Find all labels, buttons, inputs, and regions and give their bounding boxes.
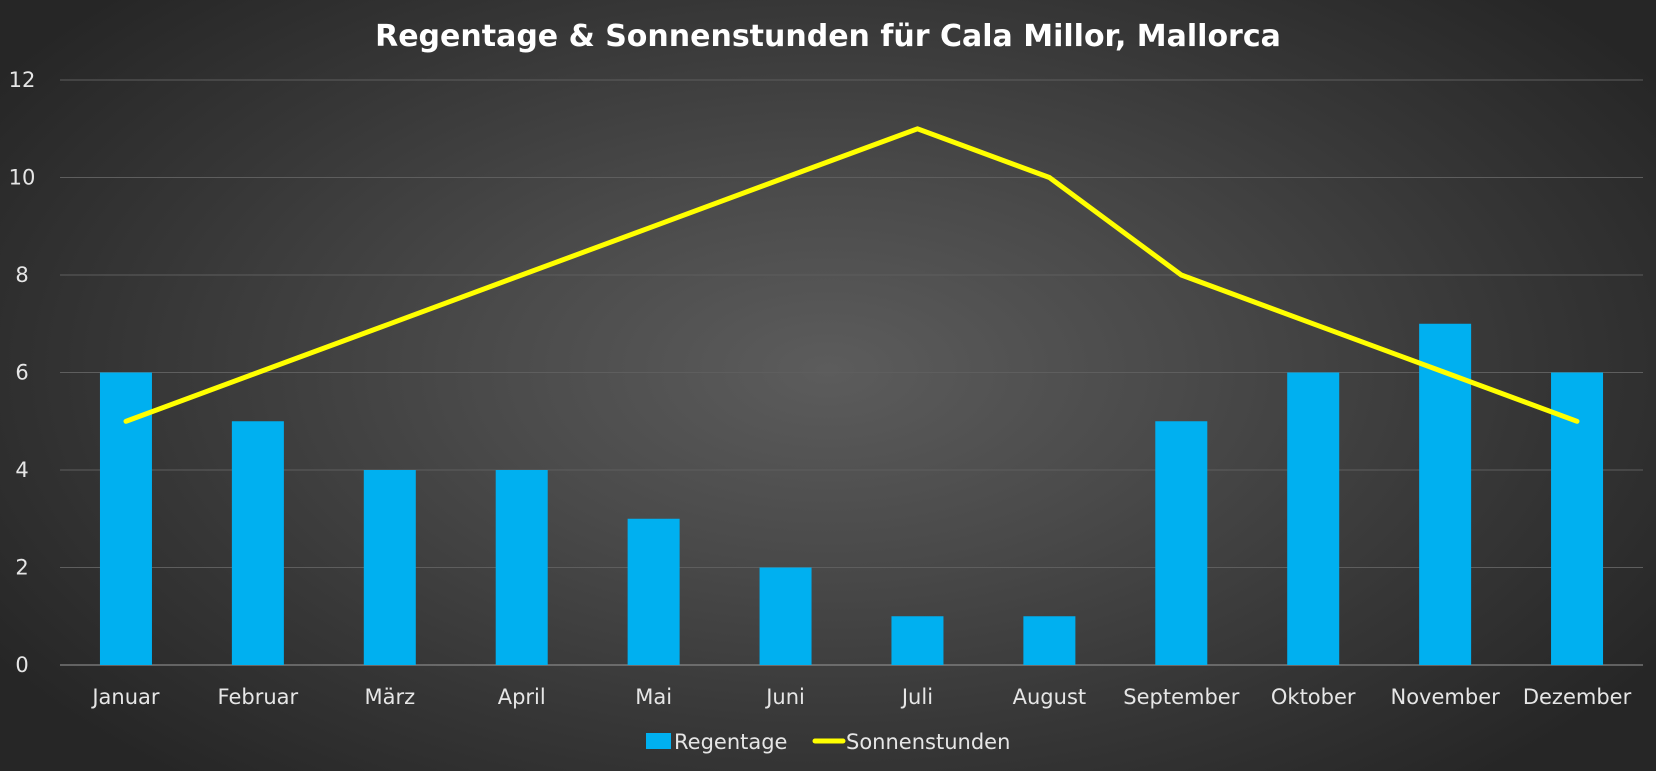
- x-tick-label: Dezember: [1523, 685, 1632, 709]
- y-tick-label: 6: [15, 361, 28, 385]
- x-tick-label: Oktober: [1271, 685, 1356, 709]
- x-tick-label: Juli: [900, 685, 933, 709]
- x-tick-label: März: [364, 685, 415, 709]
- y-tick-label: 0: [15, 653, 28, 677]
- legend-label-regentage: Regentage: [674, 730, 787, 754]
- legend-swatch-regentage: [646, 733, 671, 749]
- bar-regentage: [759, 567, 812, 665]
- legend-label-sonnenstunden: Sonnenstunden: [846, 730, 1010, 754]
- legend: Regentage Sonnenstunden: [646, 730, 1010, 754]
- line-sonnenstunden: [123, 126, 1580, 424]
- y-axis-ticks: 0 2 4 6 8 10 12: [9, 68, 36, 677]
- y-tick-label: 12: [9, 68, 36, 92]
- x-tick-label: Januar: [90, 685, 160, 709]
- gridlines: [60, 79, 1643, 666]
- bar-regentage: [627, 518, 680, 665]
- y-tick-label: 10: [9, 166, 36, 190]
- x-tick-label: August: [1013, 685, 1087, 709]
- bar-series: [99, 323, 1604, 665]
- bar-regentage: [363, 470, 416, 665]
- x-tick-label: September: [1123, 685, 1239, 709]
- x-tick-label: November: [1391, 685, 1501, 709]
- x-tick-label: Mai: [635, 685, 672, 709]
- bar-regentage: [495, 470, 548, 665]
- bar-regentage: [1155, 421, 1208, 665]
- chart-title: Regentage & Sonnenstunden für Cala Millo…: [375, 19, 1281, 54]
- x-tick-label: Juni: [764, 685, 805, 709]
- bar-regentage: [1023, 616, 1076, 665]
- bar-regentage: [1287, 372, 1340, 665]
- y-tick-label: 2: [15, 556, 28, 580]
- y-tick-label: 4: [15, 458, 28, 482]
- bar-regentage: [231, 421, 284, 665]
- bar-regentage: [891, 616, 944, 665]
- x-tick-label: April: [498, 685, 546, 709]
- line-series: [123, 126, 1580, 424]
- x-tick-label: Februar: [218, 685, 299, 709]
- y-tick-label: 8: [15, 263, 28, 287]
- x-axis-ticks: Januar Februar März April Mai Juni Juli August S…: [90, 685, 1631, 709]
